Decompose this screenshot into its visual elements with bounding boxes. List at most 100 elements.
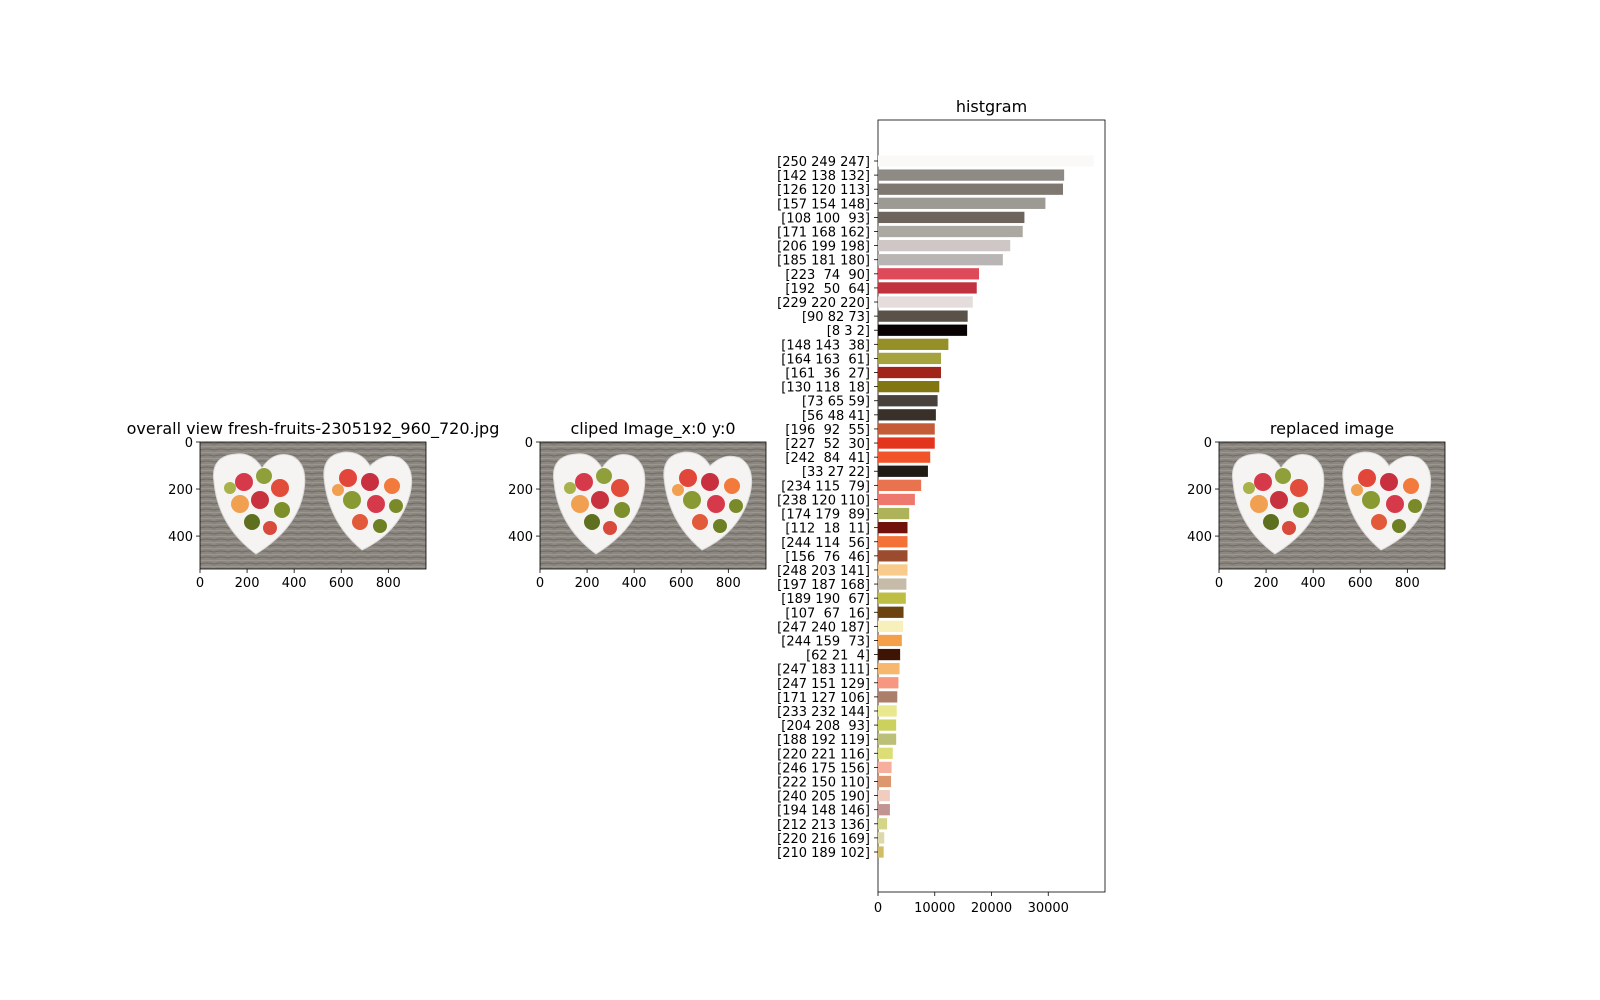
x-tick-label: 0: [196, 576, 204, 591]
x-tick-label: 800: [1395, 576, 1420, 591]
category-label: [233 232 144]: [777, 705, 870, 720]
x-tick-label: 0: [874, 901, 882, 916]
bar: [878, 578, 907, 590]
bar: [878, 789, 890, 802]
category-label: [189 190 67]: [781, 592, 870, 607]
category-label: [126 120 113]: [777, 183, 870, 198]
bar: [878, 832, 885, 844]
category-label: [204 208 93]: [781, 719, 870, 734]
x-tick-label: 20000: [971, 901, 1012, 916]
x-tick-label: 800: [376, 576, 401, 591]
bar: [878, 663, 900, 675]
category-label: [250 249 247]: [777, 155, 870, 170]
category-label: [171 168 162]: [777, 226, 870, 241]
bar: [878, 677, 899, 689]
x-tick-label: 10000: [914, 901, 955, 916]
category-label: [247 240 187]: [777, 620, 870, 635]
bar: [878, 691, 898, 703]
y-tick-label: 200: [508, 483, 533, 498]
category-label: [164 163 61]: [781, 352, 870, 367]
image-panel-1: overall view fresh-fruits-2305192_960_72…: [127, 419, 500, 591]
bar: [878, 169, 1065, 181]
category-label: [227 52 30]: [785, 437, 870, 452]
bar: [878, 366, 941, 379]
category-label: [244 114 56]: [781, 536, 870, 551]
bar: [878, 536, 908, 548]
x-tick-label: 200: [1254, 576, 1279, 591]
category-label: [156 76 46]: [785, 550, 870, 565]
category-label: [247 183 111]: [777, 663, 870, 678]
bar: [878, 155, 1094, 167]
bar: [878, 296, 973, 308]
bar: [878, 733, 897, 745]
panel-title: replaced image: [1270, 419, 1394, 438]
category-label: [242 84 41]: [785, 451, 870, 466]
category-label: [222 150 110]: [777, 775, 870, 790]
x-tick-label: 400: [282, 576, 307, 591]
bar: [878, 705, 897, 717]
fruit-photo-image: [539, 441, 767, 570]
category-label: [246 175 156]: [777, 761, 870, 776]
category-label: [220 221 116]: [777, 747, 870, 762]
panel-title: cliped Image_x:0 y:0: [570, 419, 735, 439]
category-label: [62 21 4]: [806, 649, 870, 664]
x-tick-label: 30000: [1028, 901, 1069, 916]
bar: [878, 437, 935, 449]
bar: [878, 338, 949, 350]
y-tick-label: 400: [508, 530, 533, 545]
image-frame: [199, 441, 427, 570]
y-tick-label: 200: [168, 483, 193, 498]
bar: [878, 183, 1064, 195]
category-label: [174 179 89]: [781, 508, 870, 523]
x-tick-label: 0: [1215, 576, 1223, 591]
y-tick-label: 400: [168, 530, 193, 545]
bar: [878, 775, 892, 788]
bar: [878, 761, 892, 774]
x-tick-label: 600: [1348, 576, 1373, 591]
fruit-photo-image: [199, 441, 427, 570]
bar: [878, 380, 940, 393]
bar: [878, 592, 906, 604]
category-label: [157 154 148]: [777, 197, 870, 212]
category-label: [238 120 110]: [777, 493, 870, 508]
category-label: [240 205 190]: [777, 790, 870, 805]
image-frame: [539, 441, 767, 570]
category-label: [192 50 64]: [785, 282, 870, 297]
bar: [878, 423, 935, 435]
category-label: [248 203 141]: [777, 564, 870, 579]
bar: [878, 409, 936, 421]
category-label: [148 143 38]: [781, 338, 870, 353]
category-label: [210 189 102]: [777, 846, 870, 861]
bar: [878, 479, 922, 491]
bar: [878, 747, 893, 759]
category-label: [56 48 41]: [802, 409, 870, 424]
x-tick-label: 400: [1301, 576, 1326, 591]
category-label: [220 216 169]: [777, 832, 870, 847]
x-tick-label: 200: [235, 576, 260, 591]
bar: [878, 846, 884, 858]
image-panel-3: replaced image 0 200 400 600 800 0 200 400: [1187, 419, 1446, 591]
y-tick-label: 0: [525, 436, 533, 451]
bar: [878, 634, 902, 647]
x-tick-label: 200: [575, 576, 600, 591]
category-label: [188 192 119]: [777, 733, 870, 748]
bar: [878, 719, 897, 731]
bar: [878, 239, 1011, 252]
fruit-photo-image: [1218, 441, 1446, 570]
image-frame: [1218, 441, 1446, 570]
bar: [878, 648, 901, 661]
x-tick-label: 600: [329, 576, 354, 591]
y-tick-label: 200: [1187, 483, 1212, 498]
x-tick-label: 800: [716, 576, 741, 591]
x-tick-label: 400: [622, 576, 647, 591]
bar: [878, 352, 941, 365]
bar: [878, 254, 1003, 266]
category-label: [161 36 27]: [785, 367, 870, 382]
category-label: [194 148 146]: [777, 804, 870, 819]
x-tick-label: 0: [536, 576, 544, 591]
bar: [878, 197, 1046, 209]
category-label: [73 65 59]: [802, 395, 870, 410]
category-label: [112 18 11]: [785, 522, 870, 537]
bar: [878, 395, 938, 407]
bar: [878, 225, 1023, 238]
